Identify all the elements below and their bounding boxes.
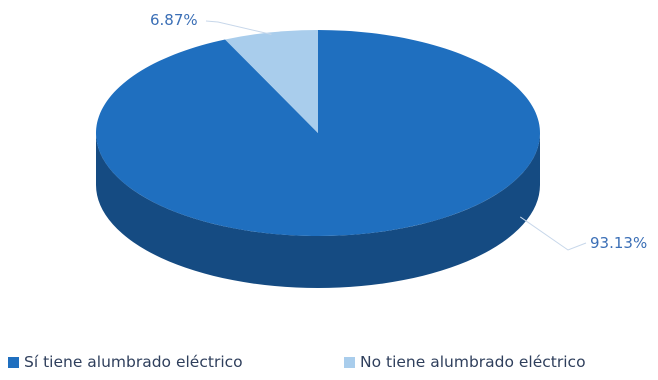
leader-line-no-tiene [205, 20, 272, 35]
legend: Sí tiene alumbrado eléctrico No tiene alu… [8, 353, 586, 371]
leader-line-si-tiene [519, 216, 587, 251]
legend-label-si-tiene: Sí tiene alumbrado eléctrico [24, 353, 243, 371]
label-layer: 93.13% 6.87% [150, 11, 647, 252]
data-label-no-tiene: 6.87% [150, 11, 198, 29]
pie-side-wall-si-tiene [96, 133, 540, 288]
pie-slice-si-tiene [95, 30, 541, 237]
pie-layer [95, 30, 541, 288]
legend-label-no-tiene: No tiene alumbrado eléctrico [360, 353, 586, 371]
data-label-si-tiene: 93.13% [590, 234, 647, 252]
legend-swatch-si-tiene [8, 357, 19, 368]
legend-swatch-no-tiene [344, 357, 355, 368]
pie-slice-no-tiene [225, 30, 318, 133]
